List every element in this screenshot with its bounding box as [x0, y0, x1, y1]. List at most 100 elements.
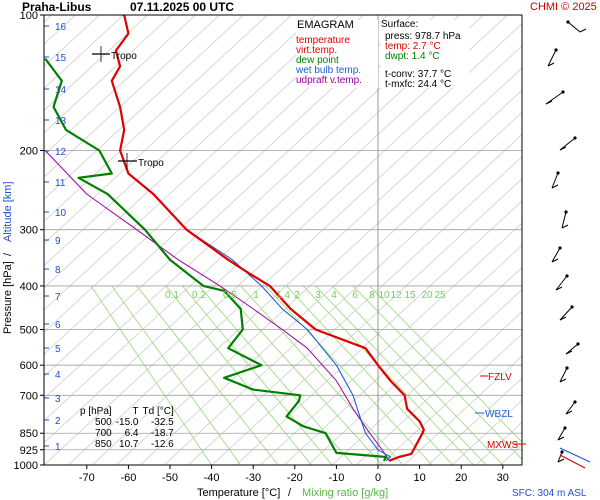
temperature-tick-label: 10: [413, 472, 425, 484]
altitude-tick-label: 5: [55, 344, 61, 355]
altitude-tick-label: 10: [55, 208, 67, 219]
wind-barb-station: [576, 342, 580, 346]
mixing-ratio-line: [265, 285, 433, 465]
altitude-tick-label: 15: [55, 53, 67, 64]
dry-adiabat-line: [44, 23, 522, 465]
pressure-tick-label: 100: [20, 10, 38, 22]
mixing-ratio-label: 15: [404, 290, 416, 301]
wind-barb-staff: [567, 21, 581, 33]
surface-tconv: t-conv: 37.7 °C: [385, 69, 452, 80]
fzlv-label: FZLV: [488, 372, 512, 383]
pressure-tick-label: 700: [20, 390, 38, 402]
y-axis-label-pressure: Pressure [hPa]: [2, 261, 14, 334]
wind-barb-flag: [555, 286, 563, 291]
dry-adiabat-line: [91, 67, 522, 465]
series-line-dew-point: [44, 57, 388, 462]
wbzl-label: WBZL: [485, 409, 513, 420]
level-table-header-p: p [hPa]: [80, 406, 112, 417]
tropo-label-2: Tropo: [138, 158, 164, 169]
grid-lines: [44, 15, 522, 465]
dry-adiabat-line: [44, 15, 197, 156]
temperature-ticks: -70 -60 -50 -40 -30 -20 -10 0 10 20 30: [79, 465, 509, 484]
pressure-ticks: 100 200 300 400 500 600 700 850 925 1000: [14, 10, 44, 472]
mixing-ratio-line: [182, 285, 333, 465]
dry-adiabat-line: [427, 377, 522, 465]
plot-area: [44, 15, 522, 465]
level-table-header-td: Td [°C]: [142, 406, 174, 417]
wind-barb-station: [565, 274, 569, 278]
temperature-tick-label: -10: [328, 472, 344, 484]
dry-adiabat-line: [524, 0, 600, 465]
plot-frame: [43, 14, 523, 466]
wind-barb-surface-red: [559, 454, 586, 469]
legend-item-updraft: udpraft v.temp.: [296, 75, 362, 86]
mixing-ratio-label: 4: [331, 290, 337, 301]
dry-adiabat-line: [259, 222, 522, 465]
wind-barb-flag: [579, 28, 587, 33]
dry-adiabat-line: [44, 15, 101, 67]
wind-barbs: [545, 20, 591, 469]
mixing-ratio-line: [165, 285, 312, 465]
wind-barb-staff: [559, 137, 576, 151]
mixing-ratio-line: [111, 285, 242, 465]
wind-barb-station: [566, 20, 570, 24]
dry-adiabat-line: [139, 111, 522, 465]
altitude-tick-label: 16: [55, 22, 67, 33]
series-line-udpraft-v-temp: [44, 150, 390, 462]
mixing-ratio-label: 0.1: [165, 290, 179, 301]
dry-adiabat-line: [44, 15, 173, 134]
legend-item-temperature: temperature: [296, 35, 350, 46]
surface-temperature: temp: 2.7 °C: [385, 41, 441, 52]
mixing-ratio-line: [136, 285, 279, 465]
mixing-ratio-label: 20: [421, 290, 433, 301]
table-cell: 500: [95, 417, 112, 428]
level-table: p [hPa] T Td [°C] 500 -15.0 -32.5 700 6.…: [80, 406, 178, 450]
wind-barb-staff: [557, 427, 566, 441]
table-cell: 10.7: [119, 439, 139, 450]
mixing-ratio-label: 10: [378, 290, 390, 301]
wind-barb-staff: [565, 343, 579, 355]
sounding-datetime: 07.11.2025 00 UTC: [130, 0, 234, 14]
table-cell: 850: [95, 439, 112, 450]
wind-barb-station: [573, 400, 577, 404]
surface-pressure: press: 978.7 hPa: [385, 31, 461, 42]
temperature-tick-label: 0: [375, 472, 381, 484]
altitude-tick-label: 4: [55, 370, 61, 381]
altitude-tick-label: 2: [55, 416, 61, 427]
dry-adiabat-line: [235, 200, 522, 465]
mixing-ratio-line: [90, 285, 212, 465]
wind-barb-flag: [559, 378, 567, 383]
surface-title: Surface:: [381, 19, 419, 30]
copyright-text: CHMI © 2025: [530, 1, 597, 13]
temperature-tick-label: 20: [455, 472, 467, 484]
surface-panel: Surface: press: 978.7 hPa temp: 2.7 °C d…: [381, 19, 469, 90]
table-cell: 700: [95, 428, 112, 439]
pressure-tick-label: 300: [20, 225, 38, 237]
surface-tmxfc: t-mxfc: 24.4 °C: [385, 79, 452, 90]
dry-adiabat-line: [67, 45, 522, 465]
altitude-tick-label: 12: [55, 147, 67, 158]
mixing-ratio-line: [315, 285, 487, 465]
wind-barb-station: [563, 426, 567, 430]
mixing-ratio-label: 0.2: [192, 290, 206, 301]
altitude-tick-label: 9: [55, 236, 61, 247]
mixing-ratio-line: [302, 285, 475, 465]
table-cell: 6.4: [124, 428, 139, 439]
table-row: 850 10.7 -12.6: [80, 439, 178, 450]
dry-adiabat-line: [44, 15, 269, 222]
table-row: 500 -15.0 -32.5: [80, 417, 178, 428]
dry-adiabat-line: [187, 156, 522, 465]
temperature-tick-label: -70: [79, 472, 95, 484]
mixing-ratio-label: 1.4: [276, 290, 290, 301]
altitude-tick-label: 13: [55, 116, 67, 127]
altitude-tick-label: 14: [55, 85, 67, 96]
mixing-ratio-line: [240, 285, 404, 465]
mxws-label: MXWS: [487, 440, 518, 451]
dry-adiabat-line: [115, 89, 522, 465]
wind-barb-staff: [557, 451, 563, 463]
wind-barb-flag: [559, 146, 567, 151]
dry-adiabat-line: [211, 178, 522, 465]
mixing-ratio-line: [369, 285, 522, 443]
